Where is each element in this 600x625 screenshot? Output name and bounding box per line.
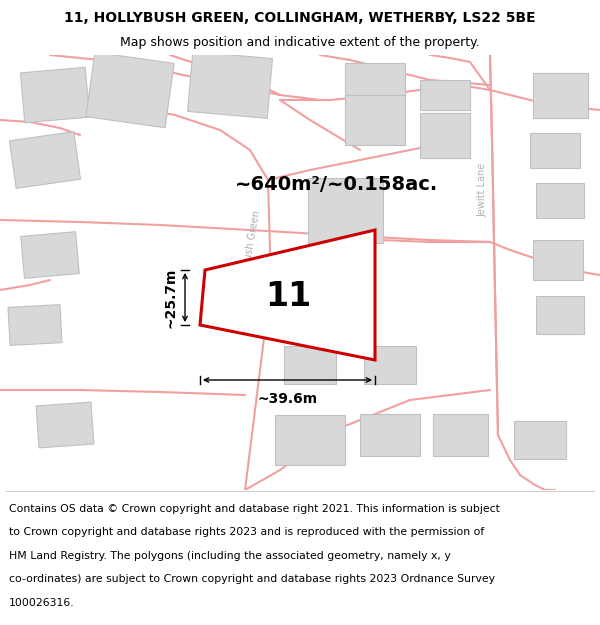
Polygon shape — [86, 52, 174, 127]
Polygon shape — [533, 72, 587, 118]
Text: Map shows position and indicative extent of the property.: Map shows position and indicative extent… — [120, 36, 480, 49]
Polygon shape — [21, 232, 79, 278]
Polygon shape — [200, 230, 375, 360]
Text: Contains OS data © Crown copyright and database right 2021. This information is : Contains OS data © Crown copyright and d… — [9, 504, 500, 514]
Text: 11: 11 — [266, 280, 312, 312]
Polygon shape — [284, 346, 336, 384]
Polygon shape — [8, 304, 62, 346]
Polygon shape — [433, 414, 487, 456]
Text: 100026316.: 100026316. — [9, 598, 74, 608]
Polygon shape — [530, 132, 580, 168]
Text: ~25.7m: ~25.7m — [163, 268, 177, 328]
Polygon shape — [10, 132, 80, 188]
Polygon shape — [360, 414, 420, 456]
Polygon shape — [364, 346, 416, 384]
Text: Hollybush Green: Hollybush Green — [238, 209, 262, 291]
Polygon shape — [36, 402, 94, 448]
Polygon shape — [285, 258, 375, 332]
Polygon shape — [345, 95, 405, 145]
Polygon shape — [420, 112, 470, 158]
Polygon shape — [20, 68, 89, 122]
Text: Jewitt Lane: Jewitt Lane — [477, 163, 487, 217]
Text: HM Land Registry. The polygons (including the associated geometry, namely x, y: HM Land Registry. The polygons (includin… — [9, 551, 451, 561]
Polygon shape — [275, 415, 345, 465]
Polygon shape — [188, 52, 272, 118]
Polygon shape — [533, 240, 583, 280]
Polygon shape — [345, 62, 405, 98]
Text: ~39.6m: ~39.6m — [257, 392, 317, 406]
Polygon shape — [514, 421, 566, 459]
Text: to Crown copyright and database rights 2023 and is reproduced with the permissio: to Crown copyright and database rights 2… — [9, 527, 484, 537]
Polygon shape — [308, 177, 383, 242]
Text: ~640m²/~0.158ac.: ~640m²/~0.158ac. — [235, 176, 438, 194]
Text: 11, HOLLYBUSH GREEN, COLLINGHAM, WETHERBY, LS22 5BE: 11, HOLLYBUSH GREEN, COLLINGHAM, WETHERB… — [64, 11, 536, 24]
Polygon shape — [420, 80, 470, 110]
Text: co-ordinates) are subject to Crown copyright and database rights 2023 Ordnance S: co-ordinates) are subject to Crown copyr… — [9, 574, 495, 584]
Polygon shape — [285, 275, 335, 315]
Polygon shape — [536, 296, 584, 334]
Polygon shape — [536, 182, 584, 218]
